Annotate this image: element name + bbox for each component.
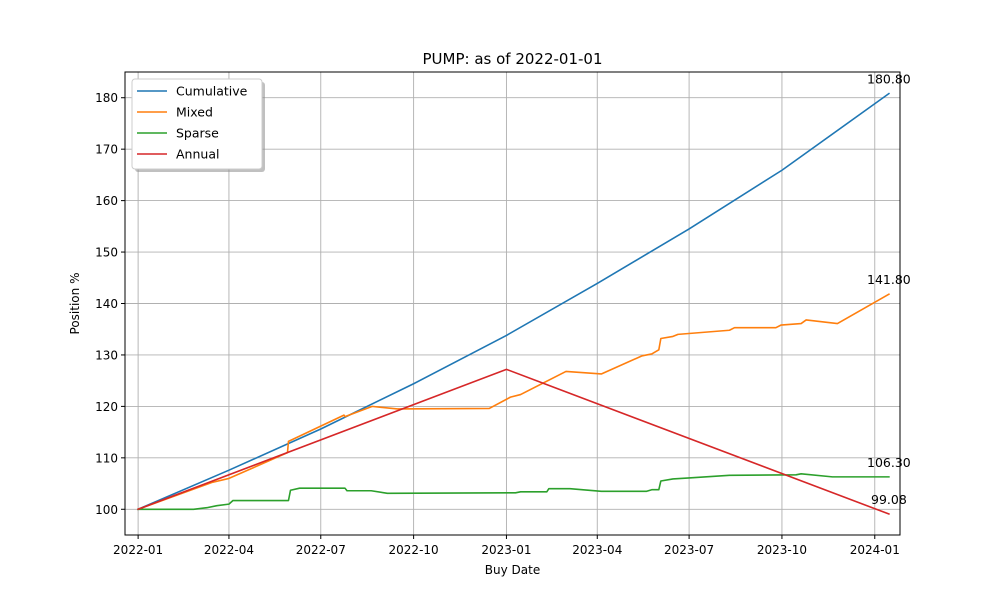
y-tick-label: 150 xyxy=(95,246,118,260)
x-axis: 2022-01 2022-04 2022-07 2022-10 2023-01 2023-… xyxy=(113,535,900,557)
x-tick-label: 2023-10 xyxy=(757,543,807,557)
end-value-label-cumulative: 180.80 xyxy=(867,72,911,87)
legend-label-mixed: Mixed xyxy=(176,105,213,120)
legend-label-cumulative: Cumulative xyxy=(176,84,248,99)
x-tick-label: 2023-07 xyxy=(664,543,714,557)
series-line-cumulative xyxy=(137,92,891,511)
y-tick-label: 140 xyxy=(95,297,118,311)
legend-label-sparse: Sparse xyxy=(176,126,219,141)
legend: Cumulative Mixed Sparse Annual xyxy=(131,78,265,172)
y-tick-label: 130 xyxy=(95,348,118,362)
y-tick-label: 110 xyxy=(95,451,118,465)
x-tick-label: 2022-04 xyxy=(204,543,254,557)
y-tick-label: 100 xyxy=(95,503,118,517)
y-axis-label: Position % xyxy=(68,273,82,335)
y-tick-label: 180 xyxy=(95,91,118,105)
end-value-label-annual: 99.08 xyxy=(871,492,907,507)
series-line-sparse xyxy=(137,472,890,511)
grid xyxy=(125,72,900,535)
series-line-mixed xyxy=(137,293,890,511)
y-tick-label: 120 xyxy=(95,400,118,414)
y-axis: 100 110 120 130 140 150 160 170 180 xyxy=(95,91,125,517)
x-tick-label: 2022-07 xyxy=(296,543,346,557)
series-layer xyxy=(137,92,891,516)
x-tick-label: 2023-04 xyxy=(572,543,622,557)
x-axis-label: Buy Date xyxy=(485,563,540,577)
end-value-label-sparse: 106.30 xyxy=(867,455,911,470)
end-labels: 180.80 141.80 106.30 99.08 xyxy=(867,72,911,507)
end-value-label-mixed: 141.80 xyxy=(867,272,911,287)
series-line-annual xyxy=(137,368,890,516)
x-tick-label: 2022-01 xyxy=(113,543,163,557)
legend-label-annual: Annual xyxy=(176,147,219,162)
x-tick-label: 2022-10 xyxy=(389,543,439,557)
y-tick-label: 170 xyxy=(95,143,118,157)
chart-title: PUMP: as of 2022-01-01 xyxy=(422,50,602,68)
x-tick-label: 2023-01 xyxy=(481,543,531,557)
y-tick-label: 160 xyxy=(95,194,118,208)
x-tick-label: 2024-01 xyxy=(850,543,900,557)
legend-box xyxy=(131,78,263,170)
